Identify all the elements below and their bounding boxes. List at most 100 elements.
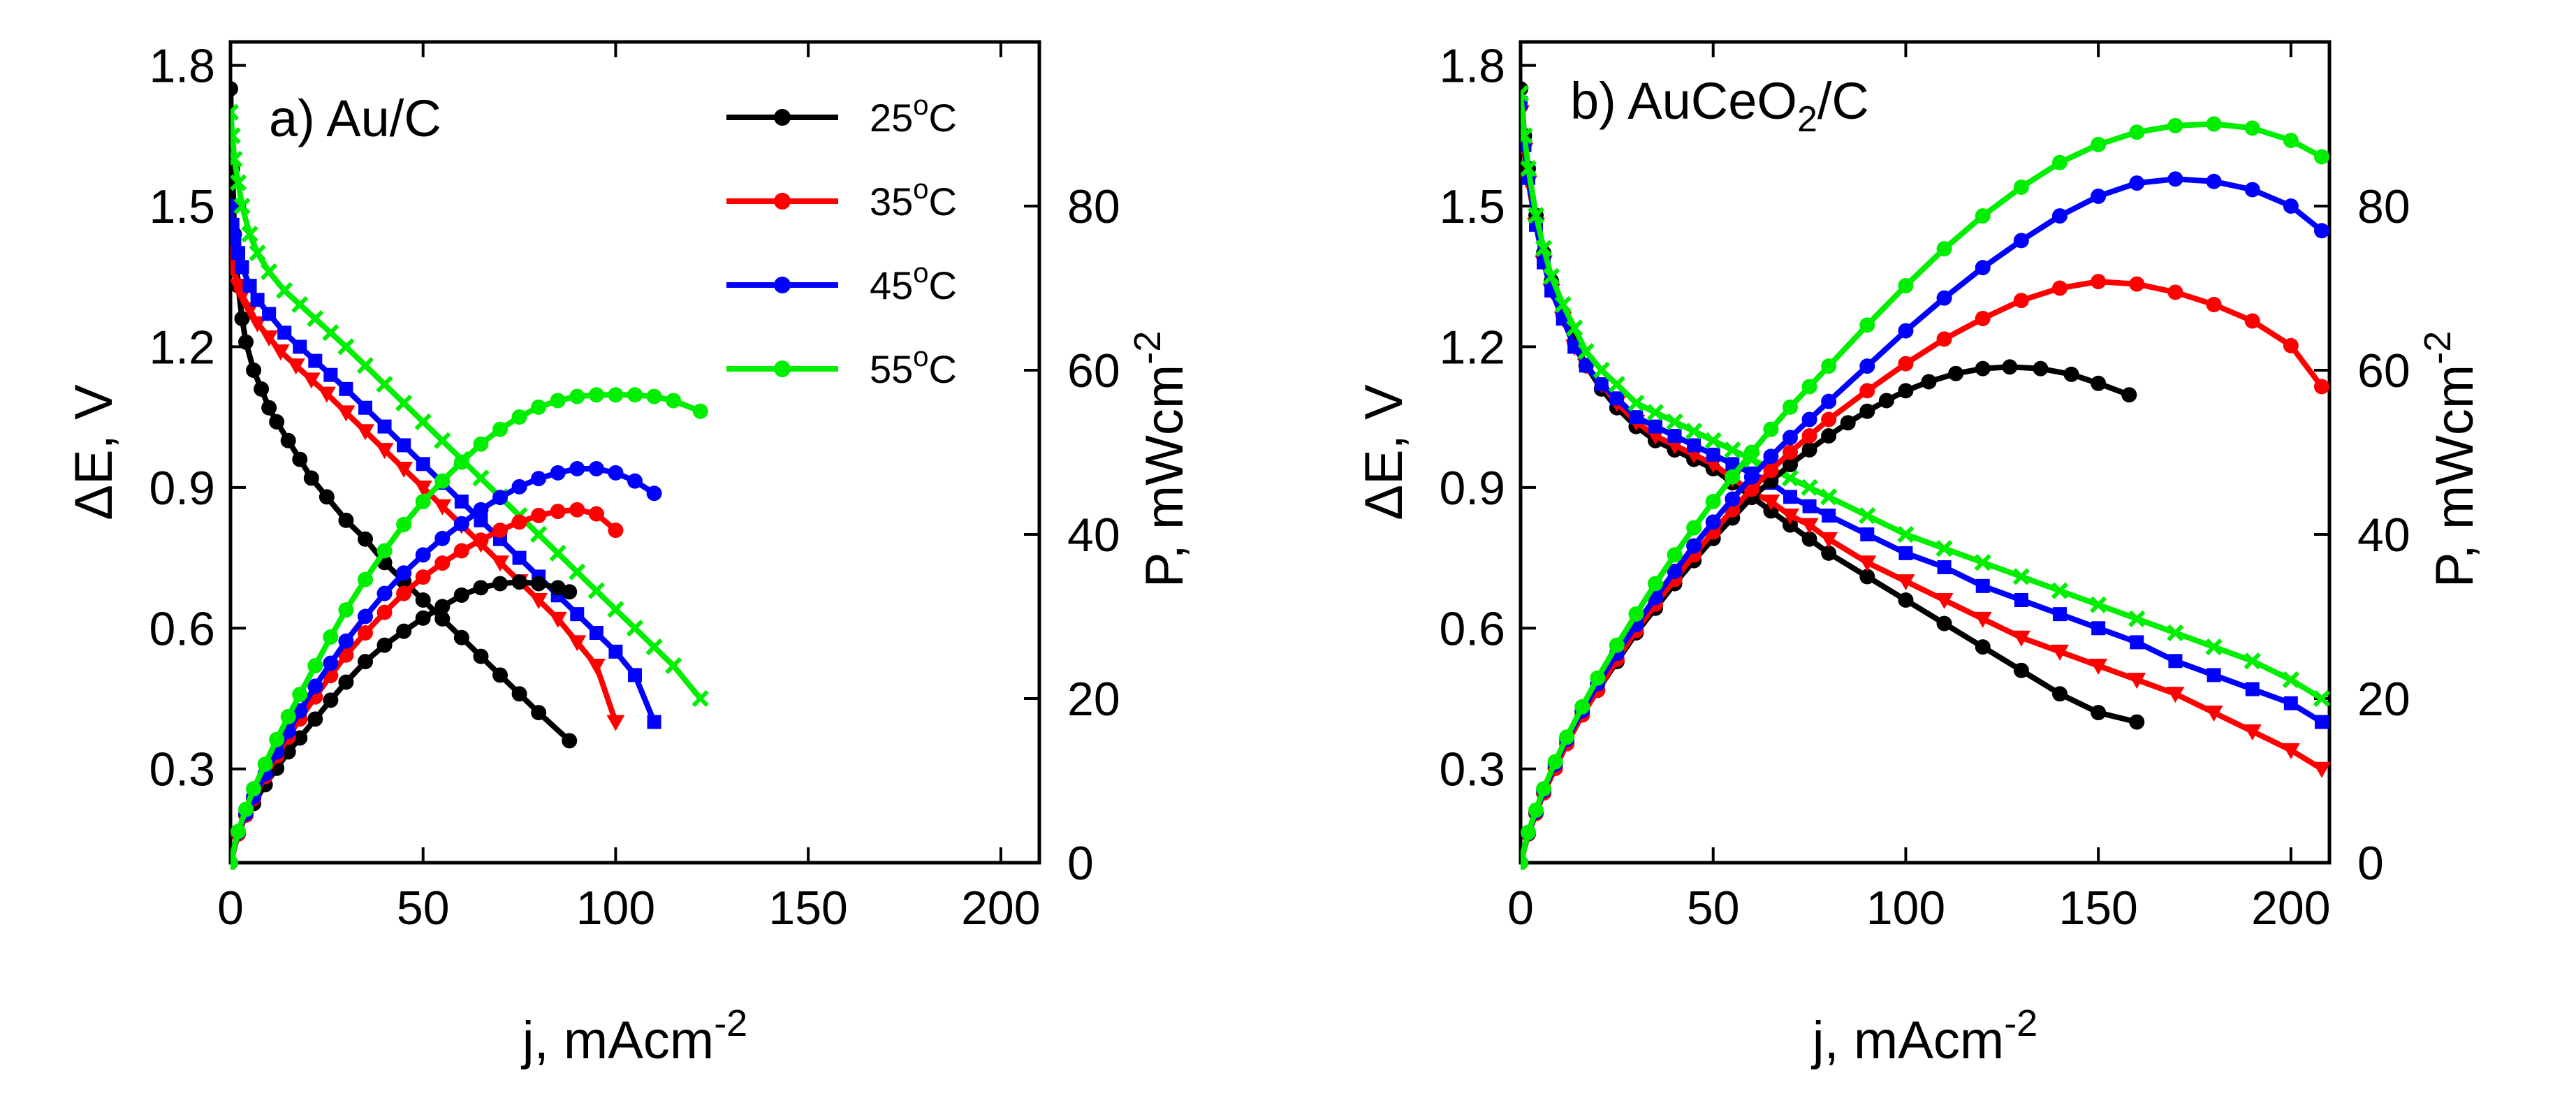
data-point: [2012, 568, 2030, 585]
data-point: [1666, 413, 1683, 430]
data-point: [1547, 754, 1563, 770]
data-point: [492, 667, 508, 683]
data-point: [2091, 188, 2107, 204]
data-point: [2283, 696, 2298, 710]
data-point: [2013, 233, 2029, 249]
data-point: [230, 232, 242, 246]
data-point: [2052, 280, 2068, 296]
data-point: [415, 569, 431, 585]
y-right-tick-label: 0: [1067, 837, 1094, 890]
data-point: [1743, 444, 1759, 460]
data-point: [511, 514, 527, 530]
data-point: [230, 174, 247, 191]
data-point: [2167, 624, 2184, 642]
data-point: [2282, 671, 2299, 689]
data-point: [1648, 419, 1662, 434]
data-point: [529, 593, 548, 609]
legend-entry-label: 45oC: [870, 258, 957, 307]
data-point: [2244, 182, 2260, 198]
data-point: [453, 543, 469, 559]
data-point: [322, 324, 339, 342]
data-point: [2051, 582, 2069, 599]
data-point: [1975, 208, 1991, 224]
data-point: [2167, 117, 2183, 133]
data-point: [1783, 490, 1797, 504]
data-point: [286, 358, 305, 375]
data-point: [1821, 358, 1837, 374]
data-point: [1921, 374, 1937, 390]
data-point: [292, 730, 308, 746]
data-point: [230, 81, 238, 97]
data-point: [511, 409, 527, 425]
data-point: [1705, 514, 1721, 530]
data-point: [511, 479, 527, 495]
data-point: [337, 338, 355, 356]
x-tick-label: 50: [1687, 882, 1740, 935]
x-tick-label: 0: [1507, 882, 1534, 935]
data-point: [608, 644, 623, 659]
data-point: [562, 733, 578, 749]
x-tick-label: 0: [217, 882, 244, 935]
data-point: [589, 626, 603, 640]
data-point: [492, 576, 508, 592]
data-point: [2166, 687, 2185, 703]
y-left-tick-label: 0.6: [149, 602, 215, 655]
data-point: [2051, 644, 2069, 661]
data-point: [1935, 540, 1953, 557]
plot-frame: [1518, 40, 2332, 865]
data-point: [511, 686, 527, 702]
data-point: [1763, 462, 1779, 479]
data-point: [550, 393, 566, 409]
data-point: [230, 217, 240, 232]
data-point: [492, 421, 508, 437]
y-left-axis-title: ΔE, V: [1354, 384, 1414, 520]
data-point: [588, 387, 604, 403]
data-point: [1898, 277, 1914, 293]
series-power-55c: [1521, 116, 2329, 870]
data-point: [1593, 361, 1610, 379]
y-right-tick-label: 60: [1067, 344, 1120, 397]
data-point: [230, 824, 247, 840]
y-right-tick-label: 80: [1067, 180, 1120, 233]
x-tick-label: 50: [397, 882, 450, 935]
data-point: [588, 461, 604, 476]
data-point: [261, 400, 277, 416]
data-point: [2063, 366, 2079, 382]
data-point: [1975, 260, 1991, 276]
legend: 25oC 35oC 45oC 55oC: [726, 90, 957, 391]
data-point: [323, 655, 339, 671]
data-point: [2313, 223, 2329, 239]
data-point: [691, 689, 709, 708]
data-point: [492, 523, 508, 539]
data-point: [2033, 360, 2049, 377]
data-point: [293, 339, 307, 354]
data-point: [234, 311, 250, 327]
data-point: [1762, 495, 1780, 511]
data-point: [2089, 659, 2108, 675]
data-point: [2313, 149, 2329, 165]
data-point: [338, 512, 354, 528]
data-point: [646, 485, 662, 502]
panel-b-auceo2-c: 0 50 100 150 200 0.3 0.6 0.9 1.2 1.5 1.8 0 20 40 60 80 j…: [1354, 40, 2484, 1070]
data-point: [2091, 705, 2107, 721]
data-point: [2129, 714, 2145, 730]
data-point: [2091, 136, 2107, 152]
data-point: [308, 353, 323, 368]
data-point: [276, 282, 293, 299]
data-point: [512, 550, 527, 565]
data-point: [323, 629, 339, 645]
data-point: [1840, 415, 1856, 431]
data-point: [434, 432, 451, 449]
data-point: [307, 711, 323, 727]
data-point: [2244, 120, 2260, 136]
data-point: [1783, 399, 1798, 415]
data-point: [2244, 652, 2261, 670]
data-point: [230, 150, 243, 168]
data-point: [2283, 133, 2299, 148]
data-point: [1898, 323, 1914, 339]
x-tick-label: 150: [768, 882, 847, 935]
data-point: [2314, 715, 2329, 729]
series-power-45c: [1521, 171, 2329, 870]
data-point: [1763, 448, 1779, 465]
data-point: [569, 502, 585, 518]
